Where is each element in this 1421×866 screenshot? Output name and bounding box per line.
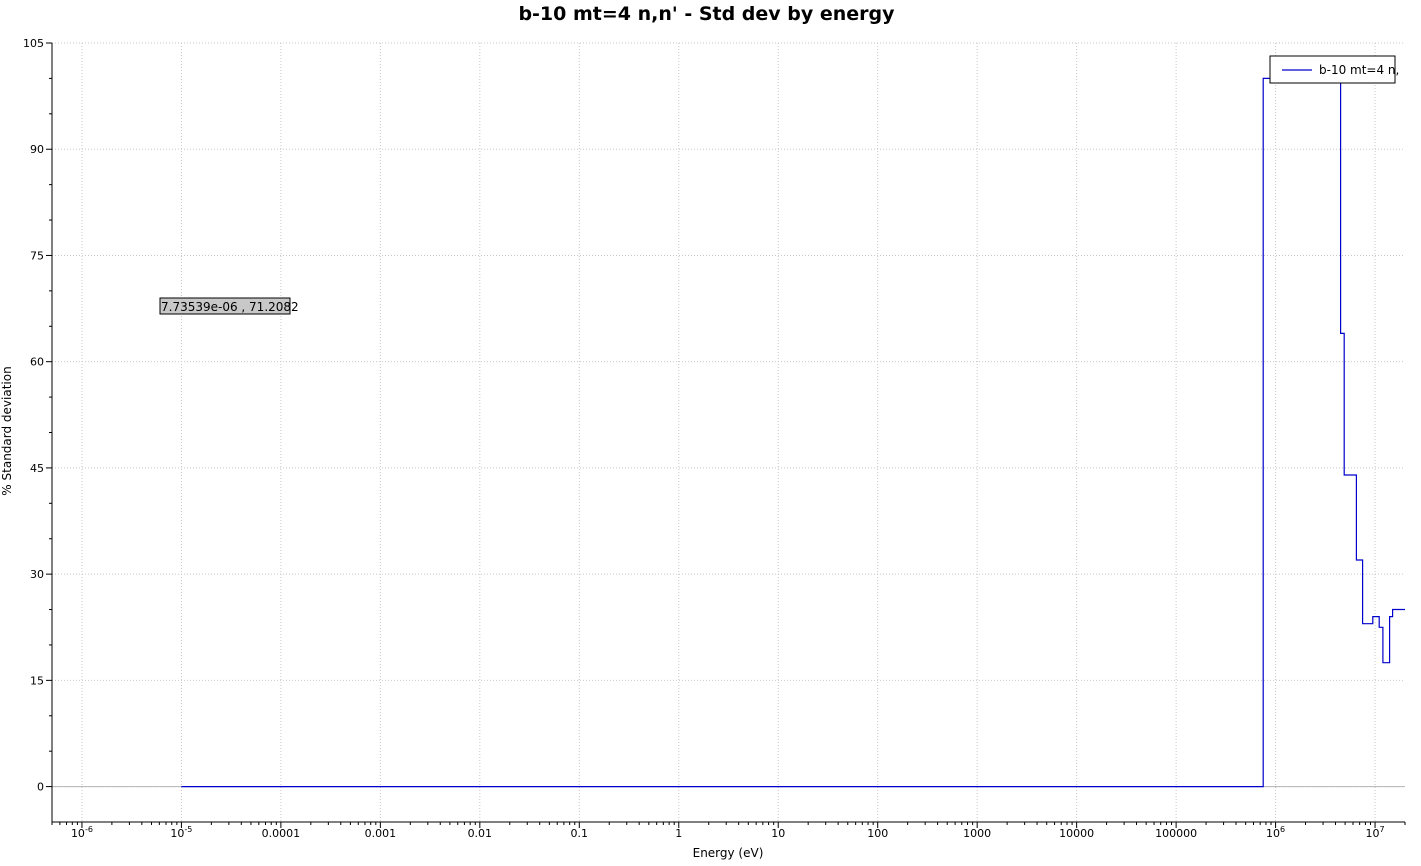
- grid-lines: [52, 42, 1405, 822]
- x-tick-label: 1000: [963, 827, 991, 840]
- series-layer: [181, 77, 1405, 788]
- cursor-readout-text: 7.73539e-06 , 71.2082: [161, 300, 299, 314]
- x-tick-label: 0.001: [365, 827, 397, 840]
- x-tick-label: 0.1: [571, 827, 589, 840]
- x-axis-ticks: 10-6 10-5 0.0001 0.001 0.01 0.1 1 10 100 1000 1000…: [51, 822, 1406, 840]
- series-line-0: [181, 77, 1405, 788]
- x-tick-label: 10: [771, 827, 785, 840]
- y-axis-ticks: 0 15 30 45 60 75 90 105: [23, 37, 52, 794]
- legend[interactable]: b-10 mt=4 n,: [1269, 55, 1399, 84]
- y-tick-label: 0: [37, 781, 44, 794]
- x-tick-label: 100000: [1155, 827, 1197, 840]
- x-axis-title: Energy (eV): [693, 846, 764, 860]
- x-tick-label: 107: [1366, 825, 1385, 840]
- x-tick-label: 1: [675, 827, 682, 840]
- x-tick-label: 10000: [1059, 827, 1094, 840]
- y-tick-label: 105: [23, 37, 44, 50]
- y-tick-label: 45: [30, 462, 44, 475]
- y-tick-label: 75: [30, 249, 44, 262]
- y-tick-label: 90: [30, 143, 44, 156]
- x-tick-label: 10-6: [71, 825, 93, 840]
- cursor-readout: 7.73539e-06 , 71.2082: [159, 297, 299, 315]
- x-tick-label: 10-5: [170, 825, 192, 840]
- y-tick-label: 15: [30, 674, 44, 687]
- y-tick-label: 60: [30, 356, 44, 369]
- y-tick-label: 30: [30, 568, 44, 581]
- x-tick-label: 0.0001: [262, 827, 301, 840]
- cursor-readout-box: [159, 297, 291, 315]
- y-axis-title: % Standard deviation: [0, 366, 14, 495]
- axes: [51, 43, 1405, 823]
- legend-series-label: b-10 mt=4 n,: [1319, 63, 1399, 77]
- x-tick-label: 100: [867, 827, 888, 840]
- chart-title: b-10 mt=4 n,n' - Std dev by energy: [518, 3, 895, 25]
- x-tick-label: 0.01: [468, 827, 493, 840]
- x-tick-label: 106: [1266, 825, 1285, 840]
